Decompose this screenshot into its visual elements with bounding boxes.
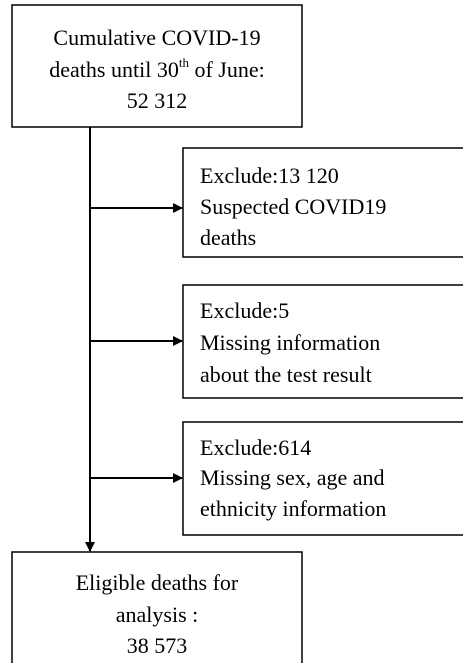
box-text: Exclude:614 — [200, 435, 311, 460]
box-text: Eligible deaths for — [76, 570, 239, 595]
text-part: of June: — [189, 57, 265, 82]
box-text: ethnicity information — [200, 496, 386, 521]
box-text: Suspected COVID19 — [200, 194, 386, 219]
box-text: 52 312 — [127, 88, 188, 113]
box-text: Missing sex, age and — [200, 465, 385, 490]
box-text: Cumulative COVID-19 — [53, 25, 260, 50]
exclude-box — [182, 421, 463, 536]
result-box — [11, 551, 303, 663]
box-text: analysis : — [116, 602, 199, 627]
exclude-box — [182, 147, 463, 258]
box-text: 38 573 — [127, 633, 188, 658]
box-text: Missing information — [200, 330, 380, 355]
box-text: Exclude:13 120 — [200, 163, 339, 188]
box-text: deaths until 30th of June: — [49, 55, 264, 82]
start-box — [11, 4, 303, 128]
box-text: deaths — [200, 225, 256, 250]
superscript: th — [179, 55, 190, 70]
exclude-box — [182, 284, 463, 399]
box-text: Exclude:5 — [200, 298, 289, 323]
box-text: about the test result — [200, 362, 372, 387]
text-part: deaths until 30 — [49, 57, 179, 82]
